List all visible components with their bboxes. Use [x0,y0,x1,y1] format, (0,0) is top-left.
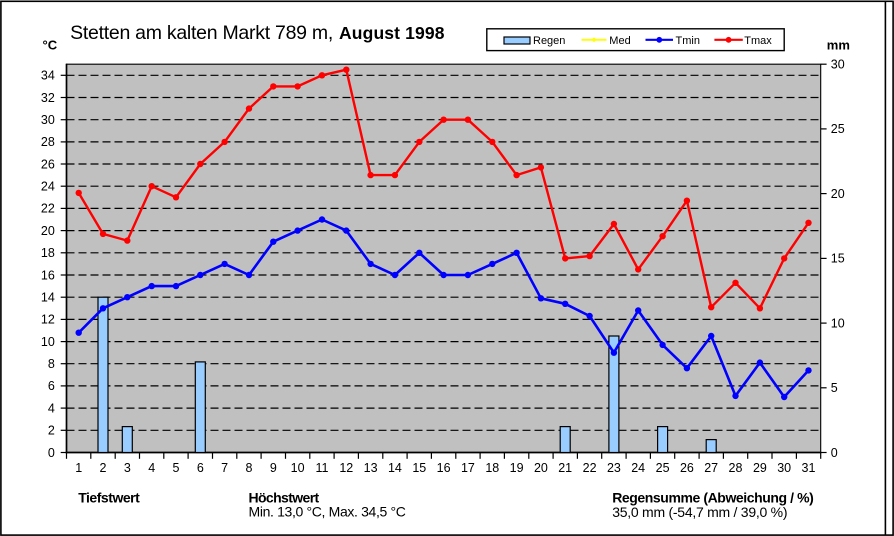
svg-text:24: 24 [41,180,55,194]
svg-text:4: 4 [48,401,55,415]
svg-text:5: 5 [831,381,838,395]
svg-text:19: 19 [510,461,524,475]
svg-text:22: 22 [583,461,597,475]
svg-text:15: 15 [831,252,845,266]
svg-text:16: 16 [41,268,55,282]
svg-text:13: 13 [364,461,378,475]
svg-text:20: 20 [534,461,548,475]
svg-text:8: 8 [246,461,253,475]
svg-text:8: 8 [48,357,55,371]
svg-text:14: 14 [41,291,55,305]
svg-text:2: 2 [100,461,107,475]
svg-text:30: 30 [41,113,55,127]
svg-text:26: 26 [680,461,694,475]
svg-text:3: 3 [124,461,131,475]
svg-text:18: 18 [485,461,499,475]
svg-text:31: 31 [802,461,816,475]
svg-text:0: 0 [831,446,838,460]
svg-text:15: 15 [412,461,426,475]
svg-text:7: 7 [221,461,228,475]
svg-text:Höchstwert: Höchstwert [249,490,320,506]
svg-text:1: 1 [75,461,82,475]
svg-text:10: 10 [41,335,55,349]
svg-text:30: 30 [831,58,845,72]
svg-text:9: 9 [270,461,277,475]
svg-text:0: 0 [48,446,55,460]
svg-text:10: 10 [831,316,845,330]
svg-text:18: 18 [41,246,55,260]
svg-text:4: 4 [148,461,155,475]
svg-text:28: 28 [729,461,743,475]
svg-text:28: 28 [41,135,55,149]
svg-text:26: 26 [41,157,55,171]
svg-text:Stetten am kalten Markt 789 m,: Stetten am kalten Markt 789 m, [70,22,333,44]
svg-text:20: 20 [831,187,845,201]
svg-text:mm: mm [827,38,850,53]
svg-text:6: 6 [48,379,55,393]
svg-text:27: 27 [704,461,718,475]
svg-text:24: 24 [631,461,645,475]
svg-text:30: 30 [777,461,791,475]
svg-text:2: 2 [48,424,55,438]
svg-text:32: 32 [41,91,55,105]
svg-text:25: 25 [656,461,670,475]
svg-text:10: 10 [291,461,305,475]
svg-text:Regen: Regen [533,35,565,47]
svg-text:6: 6 [197,461,204,475]
svg-text:12: 12 [339,461,353,475]
svg-text:22: 22 [41,202,55,216]
svg-text:17: 17 [461,461,475,475]
svg-text:Tiefstwert: Tiefstwert [78,490,140,506]
svg-text:14: 14 [388,461,402,475]
svg-text:Min. 13,0 °C, Max. 34,5 °C: Min. 13,0 °C, Max. 34,5 °C [249,503,406,519]
svg-text:5: 5 [173,461,180,475]
svg-text:25: 25 [831,122,845,136]
svg-text:34: 34 [41,69,55,83]
svg-text:21: 21 [558,461,572,475]
svg-text:23: 23 [607,461,621,475]
svg-text:August 1998: August 1998 [339,23,445,43]
svg-text:20: 20 [41,224,55,238]
svg-text:16: 16 [437,461,451,475]
svg-text:29: 29 [753,461,767,475]
svg-text:Regensumme (Abweichung / %): Regensumme (Abweichung / %) [612,489,814,505]
svg-text:11: 11 [316,461,329,475]
svg-text:Tmax: Tmax [744,35,772,47]
svg-text:12: 12 [41,313,55,327]
svg-text:35,0 mm (-54,7 mm / 39,0 %): 35,0 mm (-54,7 mm / 39,0 %) [612,504,787,520]
svg-text:Tmin: Tmin [676,35,700,47]
svg-text:°C: °C [43,37,58,52]
svg-text:Med: Med [609,35,630,47]
